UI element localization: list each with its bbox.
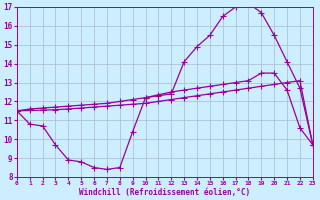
X-axis label: Windchill (Refroidissement éolien,°C): Windchill (Refroidissement éolien,°C) <box>79 188 250 197</box>
